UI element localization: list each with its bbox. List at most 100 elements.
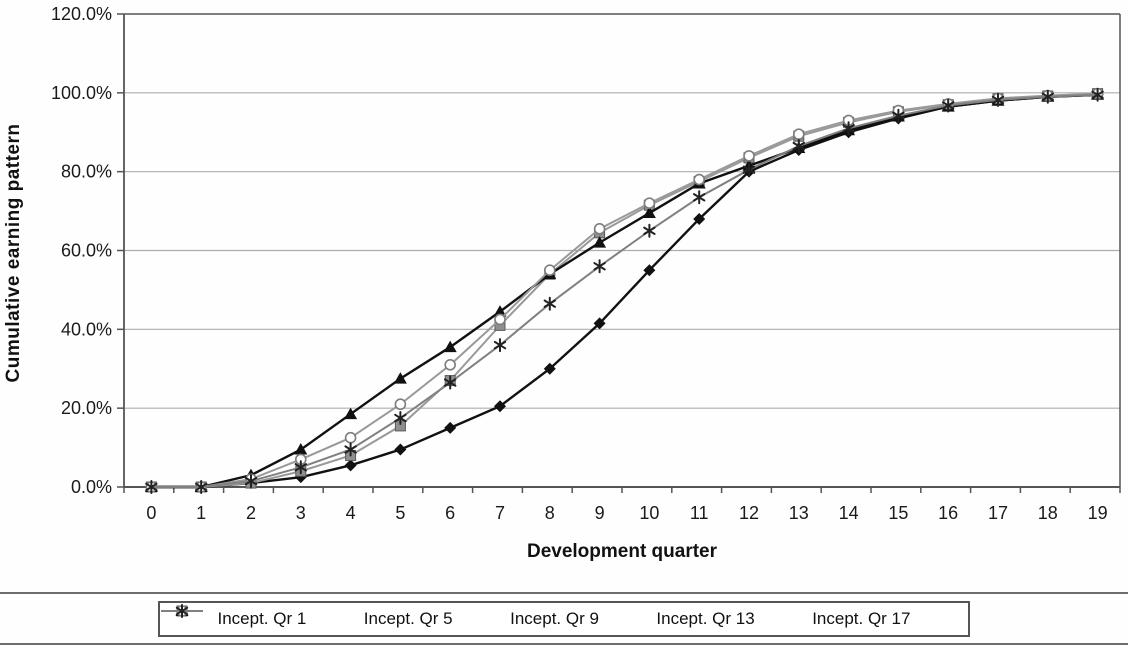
data-point-diamond [493, 400, 506, 413]
data-point-star [543, 296, 556, 311]
y-tick-label: 20.0% [61, 398, 112, 418]
data-point-star [742, 162, 756, 177]
data-point-star [344, 442, 357, 457]
x-tick-label: 14 [839, 503, 859, 523]
legend-item-incept-qr-5: Incept. Qr 5 [161, 605, 453, 629]
y-tick-label: 100.0% [51, 83, 112, 103]
data-point-star [443, 375, 457, 390]
x-tick-label: 3 [296, 503, 306, 523]
data-point-diamond [693, 212, 706, 225]
data-point-star [1041, 89, 1054, 104]
data-point-star [394, 411, 407, 426]
series-incept-qr-5 [145, 88, 1104, 493]
data-point-circle [593, 223, 606, 235]
data-point-star [941, 98, 955, 113]
y-tick-label: 40.0% [61, 319, 112, 339]
legend-label-incept-qr-5: Incept. Qr 5 [363, 609, 453, 628]
x-tick-label: 16 [938, 503, 958, 523]
x-tick-label: 13 [789, 503, 809, 523]
legend-item-incept-qr-9: Incept. Qr 9 [161, 604, 599, 629]
data-point-star [175, 604, 189, 618]
series-incept-qr-9 [144, 88, 1105, 492]
data-point-circle [543, 264, 556, 277]
series-incept-qr-17 [145, 87, 1104, 494]
data-point-diamond [394, 443, 407, 456]
chart-legend: Incept. Qr 1 Incept. Qr 5 Incept. Qr 9 Ince… [158, 601, 970, 637]
data-point-star [294, 460, 307, 475]
data-point-diamond [444, 421, 457, 434]
data-point-star [643, 223, 656, 238]
series-line-incept-qr-17 [151, 93, 1098, 488]
x-tick-label: 9 [595, 503, 605, 523]
data-point-circle [344, 431, 357, 444]
data-point-star [892, 108, 905, 123]
y-axis-title: Cumulative earning pattern [3, 123, 24, 383]
x-tick-label: 11 [690, 503, 709, 523]
y-tick-label: 60.0% [61, 241, 112, 261]
data-point-diamond [344, 459, 357, 472]
data-point-star [842, 121, 855, 136]
data-point-diamond [643, 264, 656, 277]
series-incept-qr-1 [145, 88, 1104, 493]
data-point-triangle [294, 443, 308, 455]
data-point-star [244, 474, 258, 489]
figure-rule-bottom [0, 643, 1128, 645]
legend-item-incept-qr-13: Incept. Qr 13 [161, 605, 755, 629]
data-point-diamond [593, 317, 606, 330]
legend-item-incept-qr-17: Incept. Qr 17 [161, 604, 911, 629]
x-tick-label: 0 [146, 503, 156, 523]
series-line-incept-qr-13 [151, 92, 1098, 488]
y-tick-label: 0.0% [71, 477, 112, 497]
data-point-triangle [443, 340, 457, 353]
data-point-circle [792, 128, 805, 141]
x-tick-label: 17 [988, 503, 1008, 523]
data-point-star [991, 92, 1005, 107]
x-tick-label: 8 [545, 503, 555, 523]
x-tick-label: 10 [639, 503, 659, 523]
data-point-star [593, 259, 606, 274]
series-line-incept-qr-1 [151, 93, 1098, 489]
data-point-triangle [642, 206, 656, 219]
x-tick-label: 18 [1038, 503, 1058, 523]
data-point-triangle [593, 236, 607, 248]
data-point-triangle [393, 372, 407, 384]
y-tick-label: 80.0% [61, 162, 112, 182]
x-axis-title: Development quarter [526, 541, 718, 562]
x-tick-label: 2 [246, 503, 256, 523]
x-tick-label: 19 [1088, 503, 1108, 523]
x-tick-label: 4 [346, 503, 356, 523]
figure-rule-top [0, 592, 1128, 594]
x-tick-label: 12 [739, 503, 759, 523]
y-tick-label: 120.0% [51, 4, 112, 24]
x-tick-label: 7 [495, 503, 505, 523]
x-tick-label: 15 [888, 503, 908, 523]
legend-label-incept-qr-13: Incept. Qr 13 [656, 609, 755, 628]
x-tick-label: 6 [445, 503, 455, 523]
data-point-circle [693, 173, 705, 186]
data-point-star [194, 480, 208, 494]
legend-label-incept-qr-9: Incept. Qr 9 [510, 609, 599, 628]
data-point-triangle [493, 305, 507, 317]
data-point-triangle [344, 407, 358, 420]
series-line-incept-qr-5 [151, 92, 1098, 488]
legend-item-incept-qr-1: Incept. Qr 1 [161, 605, 307, 629]
x-tick-label: 5 [395, 503, 405, 523]
data-point-star [792, 139, 805, 154]
data-point-circle [743, 150, 755, 162]
data-point-star [1091, 87, 1104, 102]
data-point-star [145, 480, 158, 494]
legend-marker-star-icon [161, 604, 203, 618]
x-tick-label: 1 [196, 503, 206, 523]
data-point-diamond [543, 362, 556, 375]
series-line-incept-qr-9 [151, 93, 1098, 489]
data-point-circle [444, 359, 456, 371]
data-point-star [692, 190, 706, 205]
data-point-circle [394, 398, 407, 411]
series-incept-qr-13 [145, 87, 1104, 493]
legend-label-incept-qr-1: Incept. Qr 1 [217, 609, 307, 628]
data-point-circle [494, 313, 506, 326]
data-point-circle [643, 197, 656, 209]
legend-label-incept-qr-17: Incept. Qr 17 [812, 609, 911, 628]
